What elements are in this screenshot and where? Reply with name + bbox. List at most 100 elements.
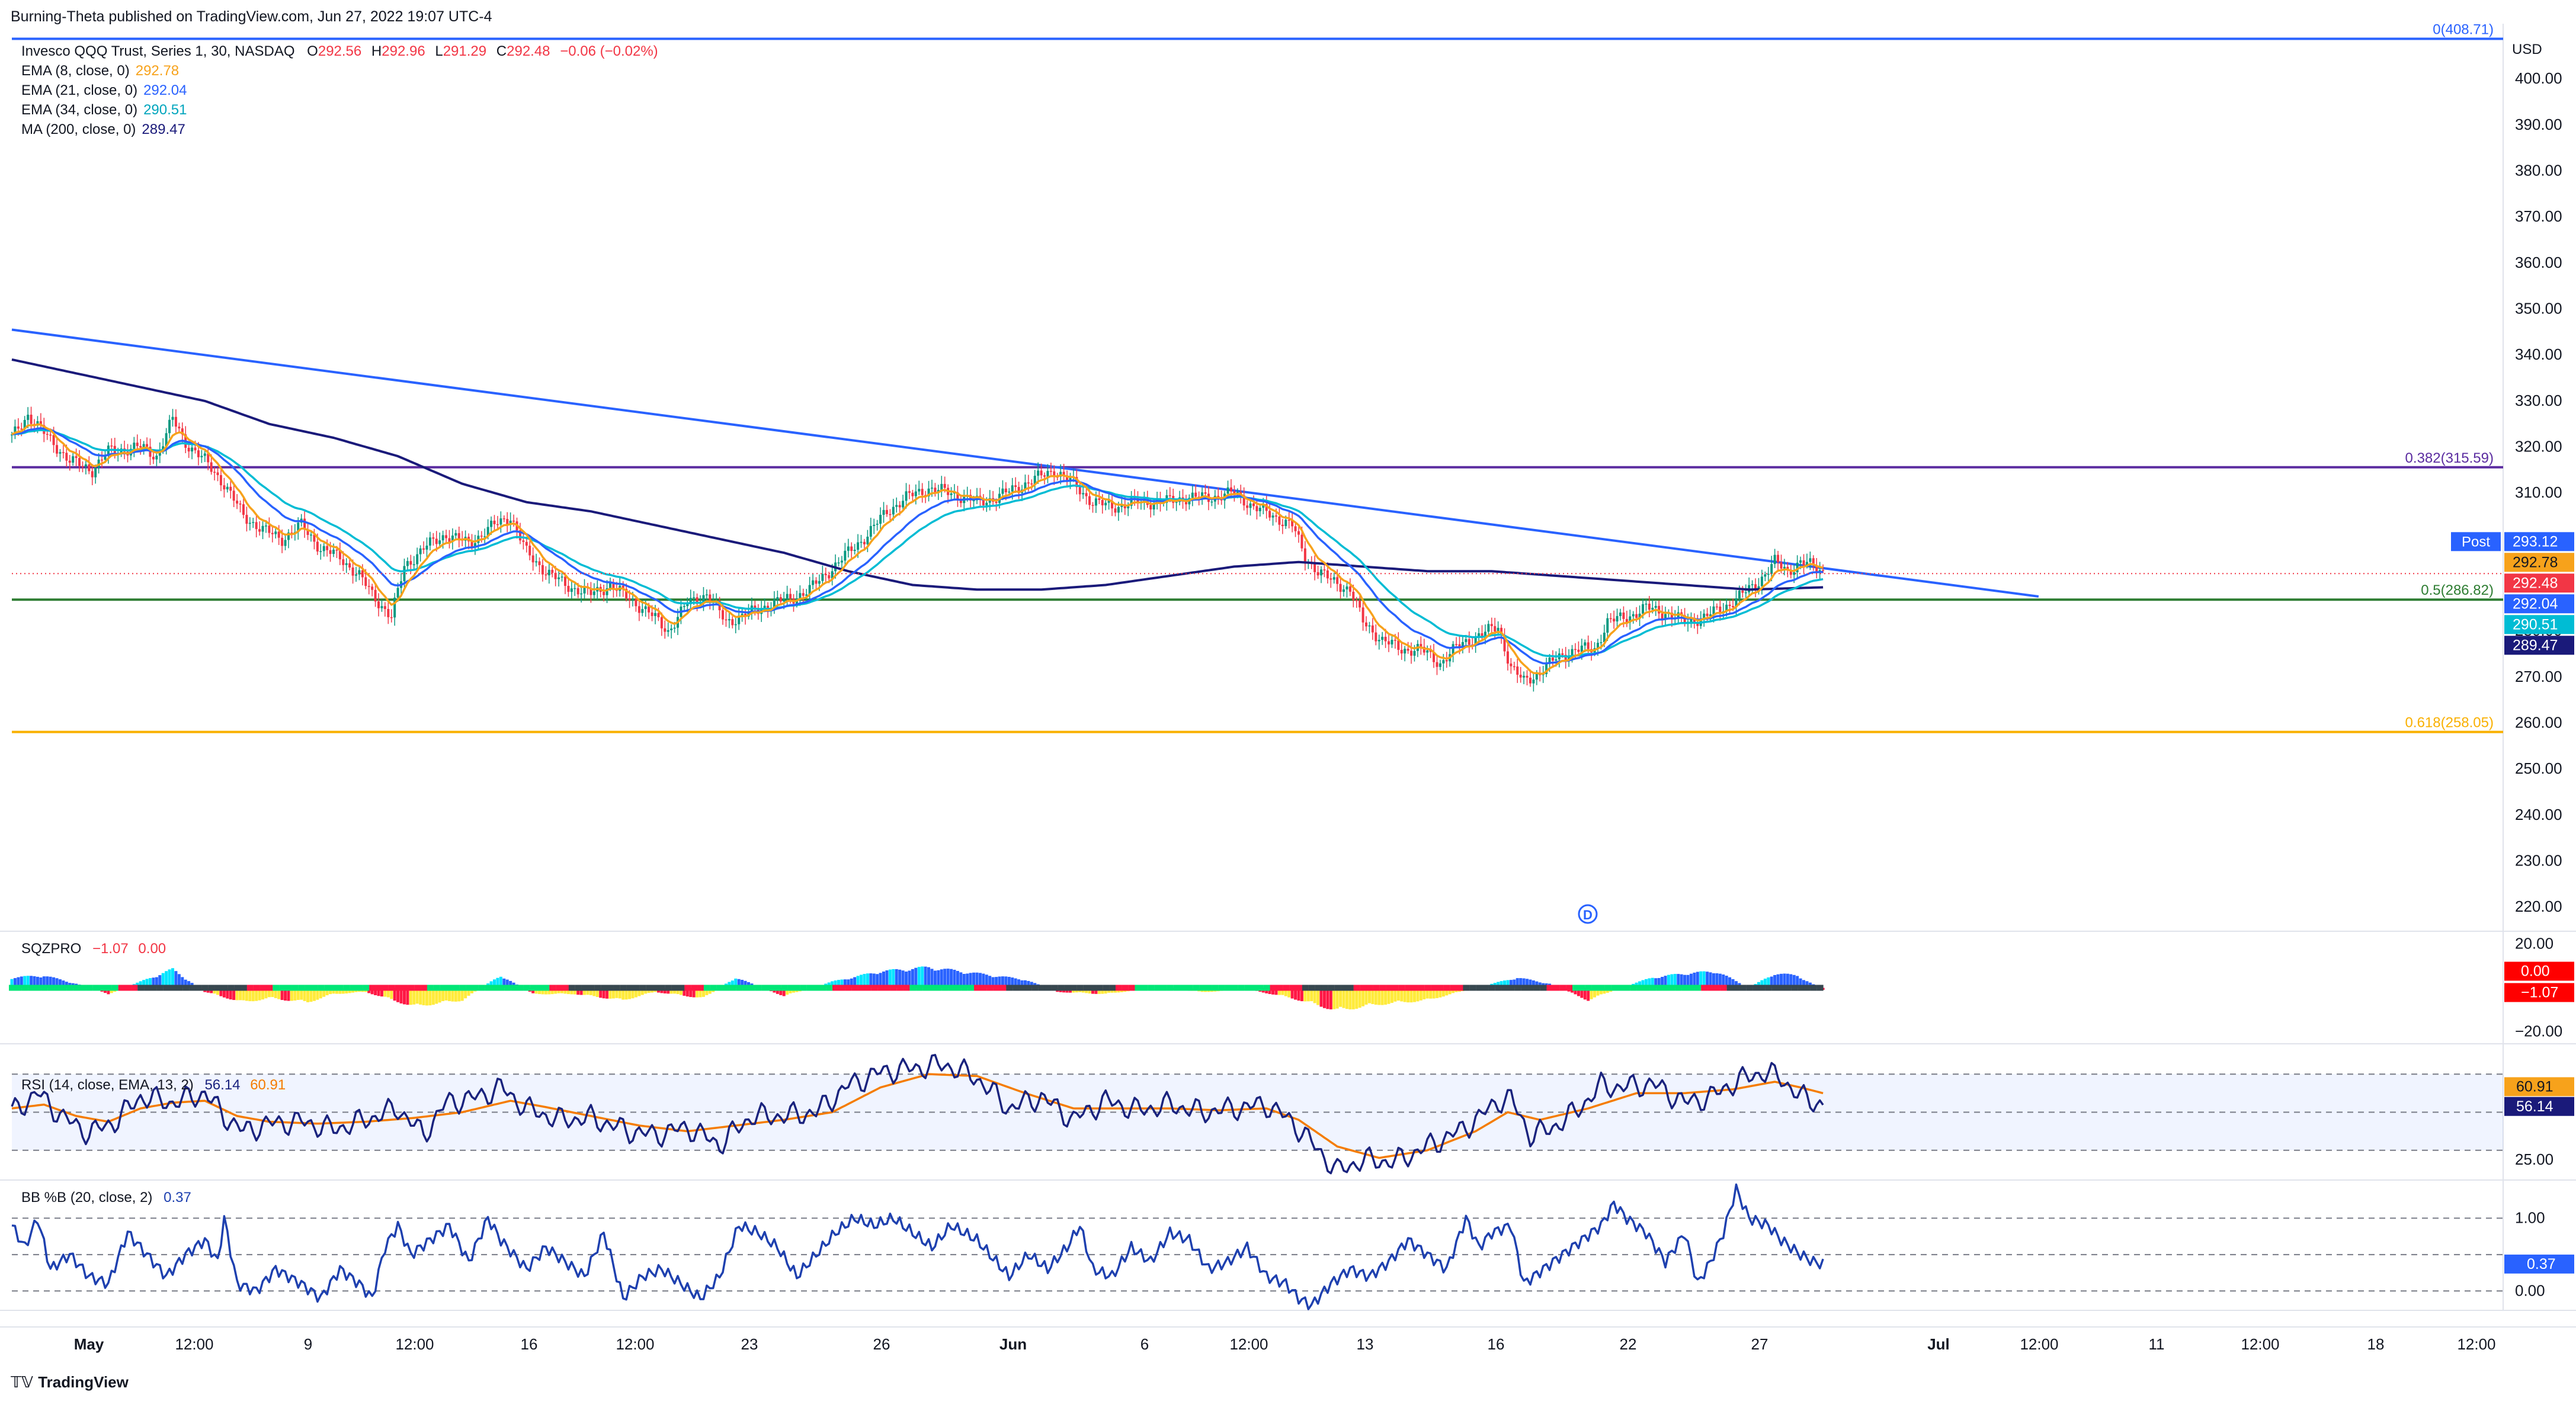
sqz-state-dot bbox=[337, 985, 344, 991]
candle-body bbox=[857, 542, 859, 550]
candle-body bbox=[1741, 591, 1744, 592]
sqz-momentum-bar bbox=[1352, 988, 1355, 1009]
price-pane: 400.00390.00380.00370.00360.00350.00340.… bbox=[11, 22, 2574, 923]
candle-body bbox=[632, 599, 634, 600]
candle-body bbox=[1552, 658, 1554, 661]
time-axis-label: 26 bbox=[873, 1335, 890, 1353]
sqz-state-dot bbox=[1547, 985, 1553, 991]
sqz-state-dot bbox=[961, 985, 967, 991]
sqz-state-dot bbox=[517, 985, 524, 991]
candle-body bbox=[838, 563, 840, 564]
candle-body bbox=[1001, 489, 1004, 494]
sqz-state-dot bbox=[1688, 985, 1694, 991]
bb-legend[interactable]: BB %B (20, close, 2) 0.37 bbox=[21, 1190, 191, 1206]
time-axis-label: 16 bbox=[521, 1335, 538, 1353]
sqz-state-dot bbox=[382, 985, 389, 991]
candle-body bbox=[1600, 642, 1602, 643]
candle-body bbox=[323, 546, 325, 552]
price-tag-value: 289.47 bbox=[2513, 637, 2558, 653]
candle-body bbox=[1436, 662, 1438, 667]
candle-body bbox=[973, 501, 975, 502]
sqz-momentum-bar bbox=[1345, 988, 1348, 1009]
candle-body bbox=[580, 594, 582, 595]
sqz-state-dot bbox=[781, 985, 787, 991]
sqz-state-dot bbox=[1604, 985, 1611, 991]
legend-ema21[interactable]: EMA (21, close, 0)292.04 bbox=[21, 81, 658, 100]
candle-body bbox=[1323, 569, 1325, 570]
sqz-state-dot bbox=[1302, 985, 1309, 991]
candle-body bbox=[944, 484, 946, 488]
sqz-state-dot bbox=[67, 985, 73, 991]
sqz-state-dot bbox=[299, 985, 305, 991]
legend-ema34[interactable]: EMA (34, close, 0)290.51 bbox=[21, 100, 658, 120]
sqz-state-dot bbox=[1514, 985, 1521, 991]
candle-body bbox=[693, 597, 695, 598]
candle-body bbox=[879, 515, 882, 524]
sqz-state-dot bbox=[408, 985, 414, 991]
currency-label[interactable]: USD bbox=[2512, 41, 2542, 58]
sqz-state-dot bbox=[1251, 985, 1257, 991]
sqz-state-dot bbox=[1694, 985, 1701, 991]
sqz-state-dot bbox=[1051, 985, 1058, 991]
ema21-line bbox=[12, 428, 1823, 663]
rsi-legend[interactable]: RSI (14, close, EMA, 13, 2) 56.14 60.91 bbox=[21, 1077, 286, 1094]
legend-ma200[interactable]: MA (200, close, 0)289.47 bbox=[21, 120, 658, 139]
symbol-title[interactable]: Invesco QQQ Trust, Series 1, 30, NASDAQ bbox=[21, 43, 295, 59]
sqz-state-dot bbox=[537, 985, 543, 991]
sqz-state-dot bbox=[131, 985, 137, 991]
candle-body bbox=[406, 561, 409, 566]
sqz-state-dot bbox=[1779, 985, 1785, 991]
sqz-state-dot bbox=[530, 985, 537, 991]
ohlc-l-label: L bbox=[435, 43, 443, 59]
sqz-state-dot bbox=[736, 985, 742, 991]
legend-ema8[interactable]: EMA (8, close, 0)292.78 bbox=[21, 61, 658, 81]
time-axis-label: 13 bbox=[1357, 1335, 1374, 1353]
candle-body bbox=[1014, 485, 1017, 487]
candle-body bbox=[1359, 601, 1361, 608]
candle-body bbox=[503, 518, 505, 520]
candle-body bbox=[438, 540, 441, 544]
legend-ma200-value: 289.47 bbox=[142, 121, 185, 137]
sqz-state-dot bbox=[1180, 985, 1187, 991]
legend-ema34-label: EMA (34, close, 0) bbox=[21, 102, 137, 118]
sqz-legend[interactable]: SQZPRO −1.07 0.00 bbox=[21, 941, 166, 957]
candle-body bbox=[1252, 504, 1255, 506]
candle-body bbox=[860, 542, 863, 543]
candle-body bbox=[1561, 653, 1563, 655]
sqz-state-dot bbox=[1328, 985, 1334, 991]
candle-body bbox=[1442, 660, 1444, 663]
candle-body bbox=[1745, 592, 1747, 594]
sqz-axis-tick: 20.00 bbox=[2515, 935, 2553, 953]
candle-body bbox=[1655, 606, 1657, 608]
candle-body bbox=[645, 607, 647, 610]
sqz-momentum-bar bbox=[914, 968, 917, 988]
candle-body bbox=[494, 521, 496, 524]
fib-level-label: 0.382(315.59) bbox=[2405, 450, 2494, 466]
ohlc-o-label: O bbox=[307, 43, 318, 59]
candle-body bbox=[329, 550, 332, 554]
sqz-state-dot bbox=[79, 985, 86, 991]
price-axis-tick-label: 360.00 bbox=[2515, 254, 2562, 271]
sqz-state-dot bbox=[1039, 985, 1045, 991]
sqz-state-dot bbox=[1508, 985, 1514, 991]
ema34-line bbox=[12, 430, 1823, 656]
candle-body bbox=[558, 578, 560, 579]
candle-body bbox=[873, 525, 875, 526]
candle-body bbox=[1481, 633, 1484, 636]
candle-body bbox=[1333, 577, 1335, 579]
sqz-state-dot bbox=[1289, 985, 1296, 991]
candle-body bbox=[609, 583, 611, 588]
candle-body bbox=[110, 445, 113, 447]
candle-body bbox=[249, 523, 251, 524]
sqz-state-dot bbox=[311, 985, 318, 991]
candle-body bbox=[1516, 666, 1518, 675]
candle-body bbox=[281, 538, 283, 546]
sqz-state-dot bbox=[1103, 985, 1109, 991]
candle-body bbox=[506, 519, 508, 524]
candle-body bbox=[1729, 605, 1731, 606]
candle-body bbox=[1738, 591, 1741, 598]
sqz-state-dot bbox=[556, 985, 562, 991]
